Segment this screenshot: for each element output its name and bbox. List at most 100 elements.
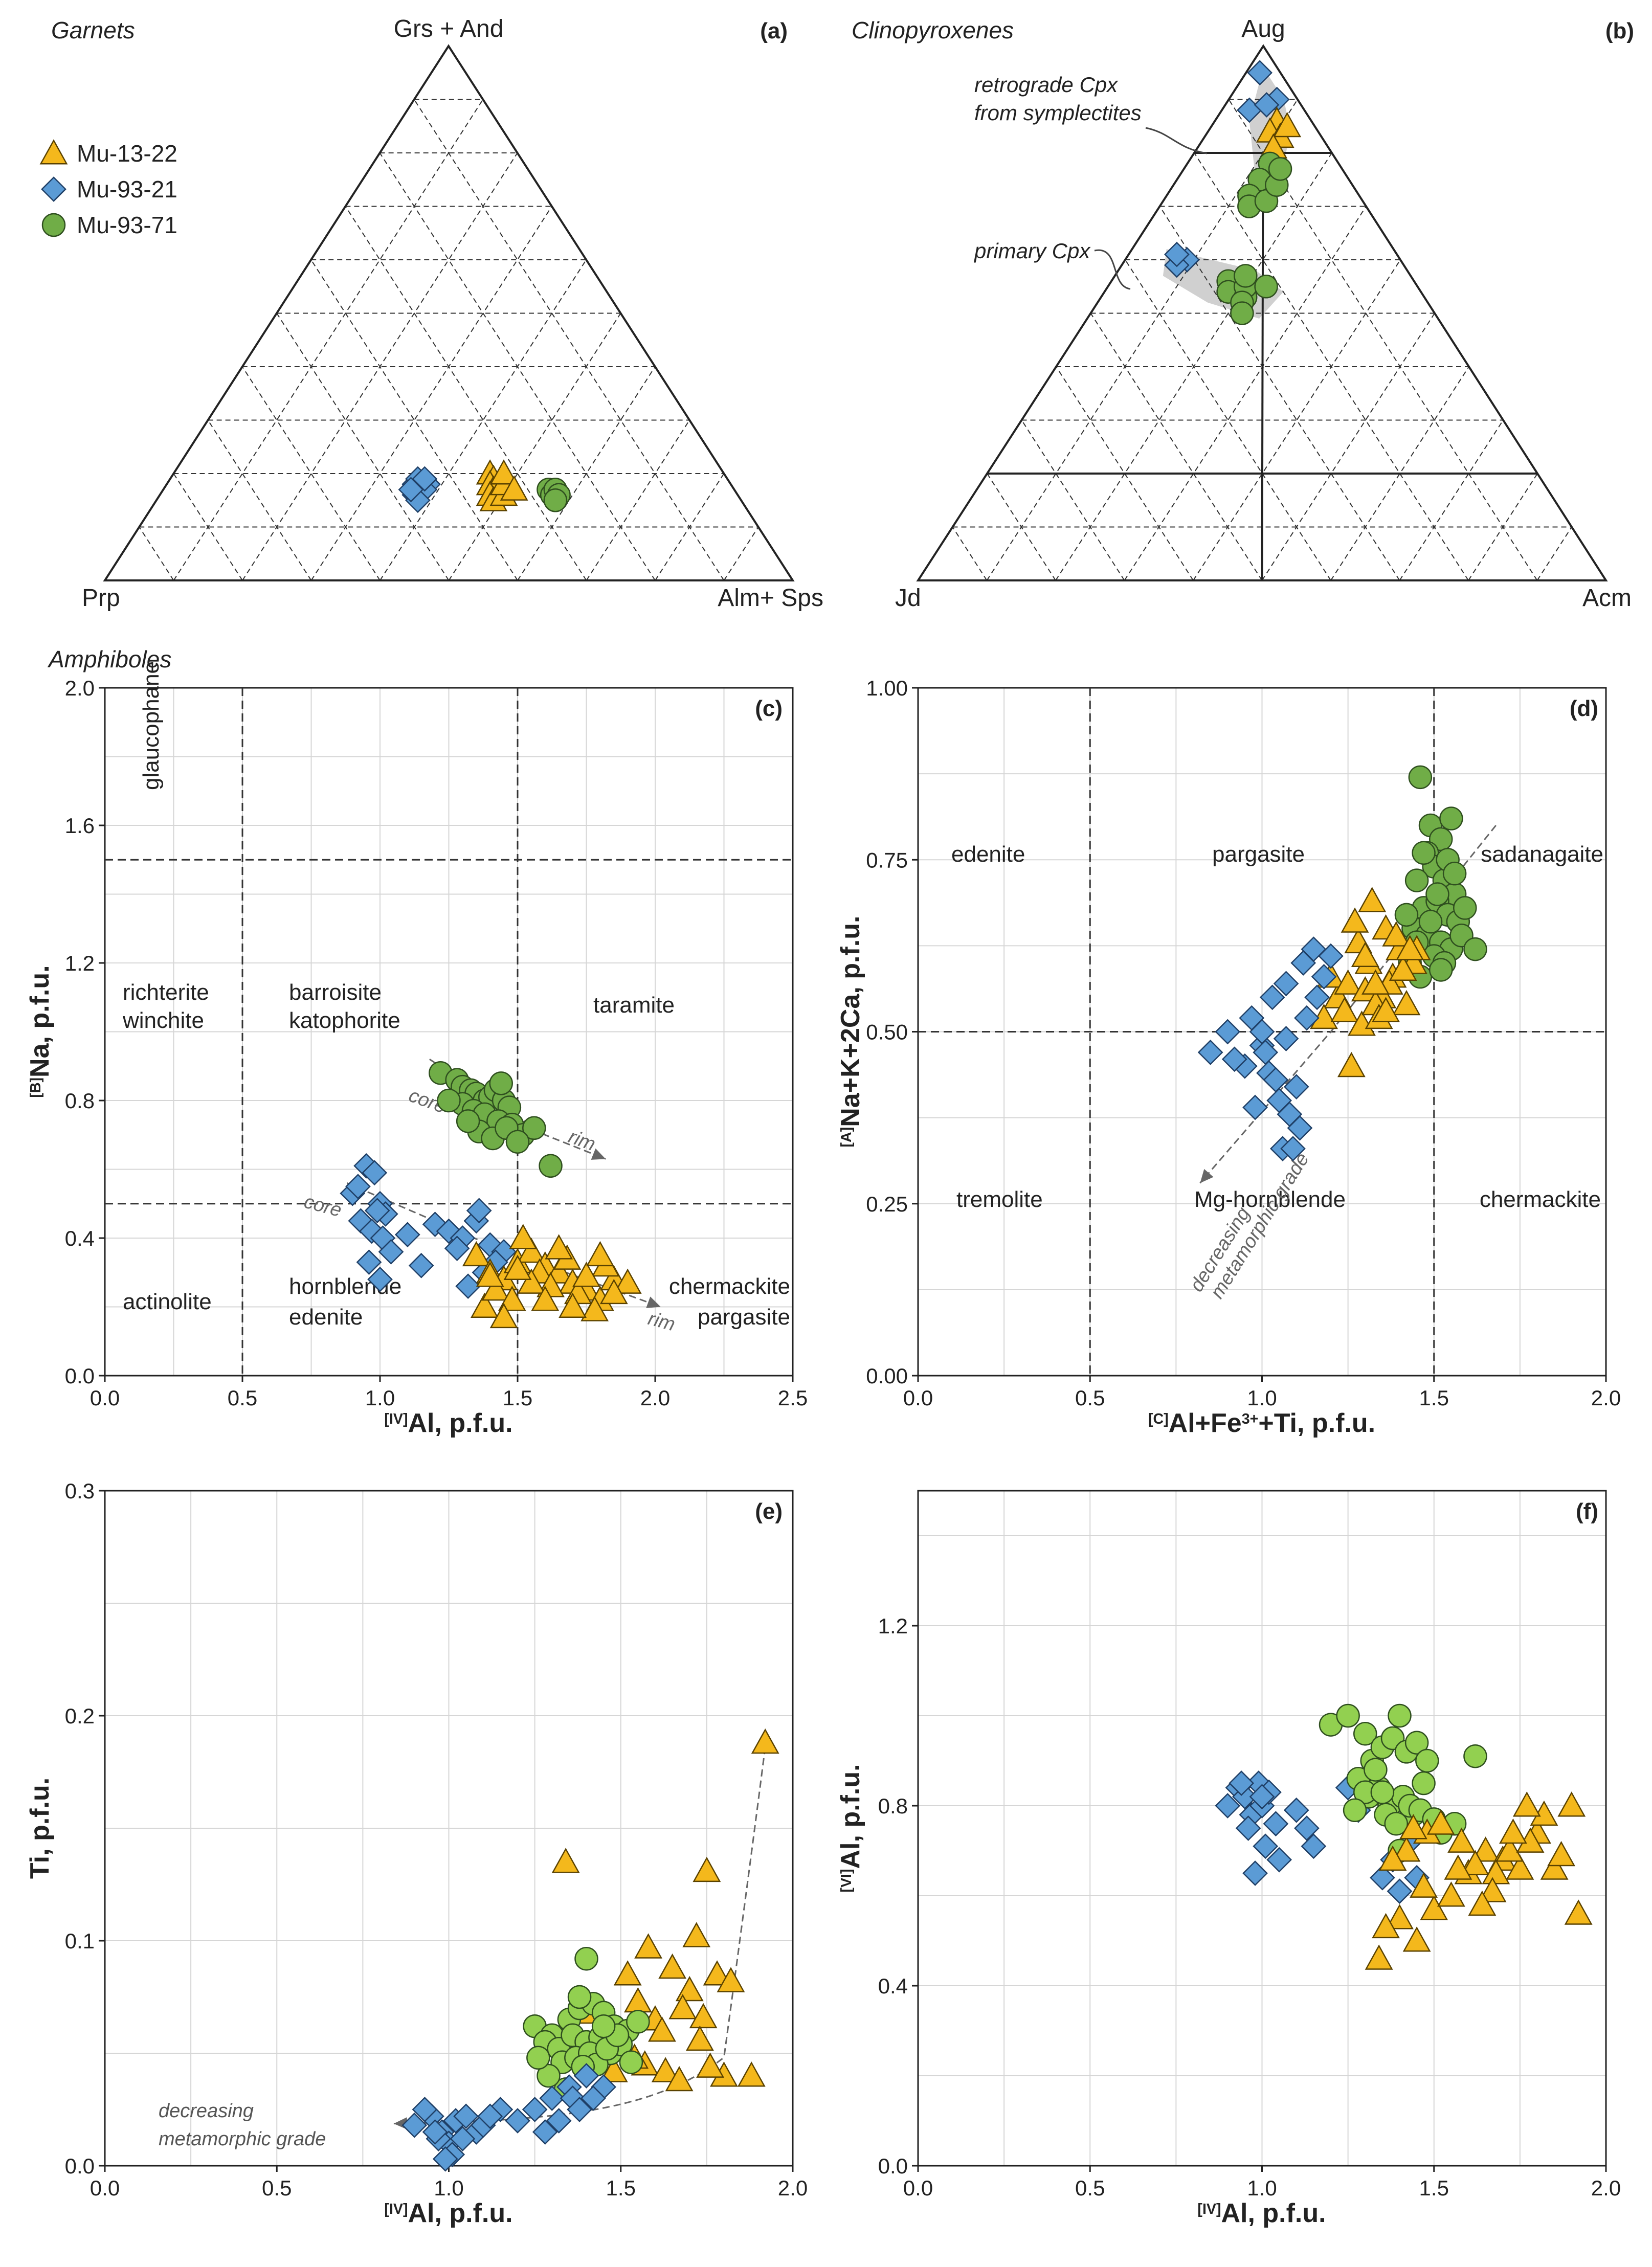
x-axis-label: [IV]Al, p.f.u. (384, 1408, 512, 1438)
data-point (675, 1976, 704, 2002)
data-point (1253, 1039, 1279, 1065)
data-point (1283, 1797, 1309, 1823)
data-point (1439, 806, 1463, 831)
axis-label-part: 3+ (1242, 1411, 1259, 1427)
region-label: winchite (122, 1008, 204, 1033)
data-point (505, 2108, 530, 2134)
axis-label-part: [IV] (384, 1411, 408, 1427)
data-point (378, 1239, 404, 1265)
data-point (505, 1130, 530, 1154)
y-tick-label: 0.75 (866, 848, 908, 872)
x-tick-label: 1.5 (606, 2176, 636, 2200)
data-point (613, 1268, 642, 1294)
data-point (619, 2050, 643, 2074)
data-point (1437, 1881, 1465, 1907)
data-point (466, 1198, 492, 1224)
grid-line (1399, 419, 1504, 581)
data-point (1453, 896, 1477, 920)
legend-label: Mu-93-71 (77, 212, 177, 238)
x-tick-label: 0.0 (90, 2176, 120, 2200)
data-point (1382, 921, 1411, 947)
vertex-label-left: Prp (82, 585, 120, 612)
x-tick-label: 1.5 (1419, 2176, 1449, 2200)
data-point (1442, 861, 1467, 886)
data-point (1336, 1703, 1360, 1728)
region-label: pargasite (1212, 842, 1305, 867)
data-point (573, 2063, 599, 2089)
data-point (1294, 1815, 1320, 1841)
data-point (1234, 264, 1258, 288)
panel-c-amphiboles-na-vs-al: 0.0 0.5 1.0 1.5 2.0 2.5 0.0 0.4 0.8 1.2 1.6 2.0 Amph… (25, 646, 808, 1438)
data-point (1197, 1039, 1223, 1065)
legend-label: Mu-13-22 (77, 140, 177, 167)
data-point (1372, 997, 1400, 1022)
x-tick-label: 2.0 (1591, 1386, 1621, 1410)
data-point (489, 459, 518, 485)
grid-line (987, 473, 1056, 581)
data-point (526, 2046, 550, 2070)
data-point (1268, 157, 1292, 181)
grid-line (1159, 206, 1400, 581)
data-point (539, 1154, 563, 1178)
data-point (703, 1960, 731, 1986)
data-point (1273, 111, 1302, 138)
x-tick-label: 0.0 (90, 1386, 120, 1410)
data-point (1396, 935, 1424, 960)
panel-d-amphiboles-a-site: 0.0 0.5 1.0 1.5 2.0 0.00 0.25 0.50 0.75 1.00 (d) ed… (836, 676, 1621, 1438)
y-axis-label: [VI]Al, p.f.u. (836, 1764, 865, 1892)
trend-label: decreasing (159, 2100, 254, 2122)
data-point (1463, 937, 1487, 961)
data-point (1468, 1890, 1497, 1916)
grid-line (952, 526, 988, 581)
y-tick-label: 1.6 (65, 814, 95, 838)
legend-marker (41, 176, 66, 202)
vertex-label-left: Jd (895, 585, 921, 612)
data-point (1392, 990, 1421, 1016)
grid-line (413, 99, 725, 581)
data-point (481, 1275, 510, 1301)
y-axis-label: [A]Na+K+2Ca, p.f.u. (836, 916, 865, 1148)
data-point (591, 2014, 616, 2038)
region-label: pargasite (698, 1305, 790, 1330)
data-point (1341, 907, 1369, 933)
grid-line (310, 206, 552, 581)
data-point (1402, 1926, 1431, 1952)
data-point (574, 1946, 598, 1971)
data-point (1253, 1833, 1279, 1859)
data-point (489, 1303, 518, 1329)
data-point (1461, 1850, 1489, 1875)
annotation-label: retrograde Cpx (974, 73, 1119, 97)
panel-b-clinopyroxenes: Clinopyroxenes (b) Aug Jd Acm retrograde Cpx f… (852, 15, 1634, 612)
x-axis-label: [C]Al+Fe3++Ti, p.f.u. (1148, 1408, 1375, 1438)
panel-title: Amphiboles (47, 646, 171, 672)
data-point (398, 477, 424, 503)
data-point (1495, 1836, 1524, 1862)
data-point (623, 1987, 652, 2013)
data-point (1389, 955, 1417, 981)
data-point (1358, 887, 1387, 912)
trend-arrowhead (646, 1296, 661, 1308)
data-point (1254, 92, 1280, 118)
y-tick-label: 0.3 (65, 1479, 95, 1503)
data-point (1370, 1780, 1395, 1804)
data-point (539, 2085, 565, 2111)
data-point (1447, 1827, 1476, 1853)
region-label: taramite (593, 993, 675, 1018)
x-tick-label: 2.0 (1591, 2176, 1621, 2200)
data-point (1330, 997, 1359, 1022)
data-point (1230, 301, 1254, 325)
data-point (517, 1268, 546, 1294)
arrow-label: core (302, 1191, 344, 1222)
data-point (1365, 1944, 1393, 1970)
data-point (1471, 1836, 1500, 1862)
x-tick-label: 1.0 (365, 1386, 395, 1410)
data-point (567, 1985, 592, 2009)
data-point (1215, 1019, 1241, 1045)
data-point (613, 1960, 642, 1986)
data-point (1242, 1094, 1268, 1120)
axis-label-part: Ti, p.f.u. (25, 1778, 55, 1879)
data-point (453, 2103, 479, 2129)
data-point (367, 1266, 393, 1292)
data-point (581, 2085, 606, 2111)
